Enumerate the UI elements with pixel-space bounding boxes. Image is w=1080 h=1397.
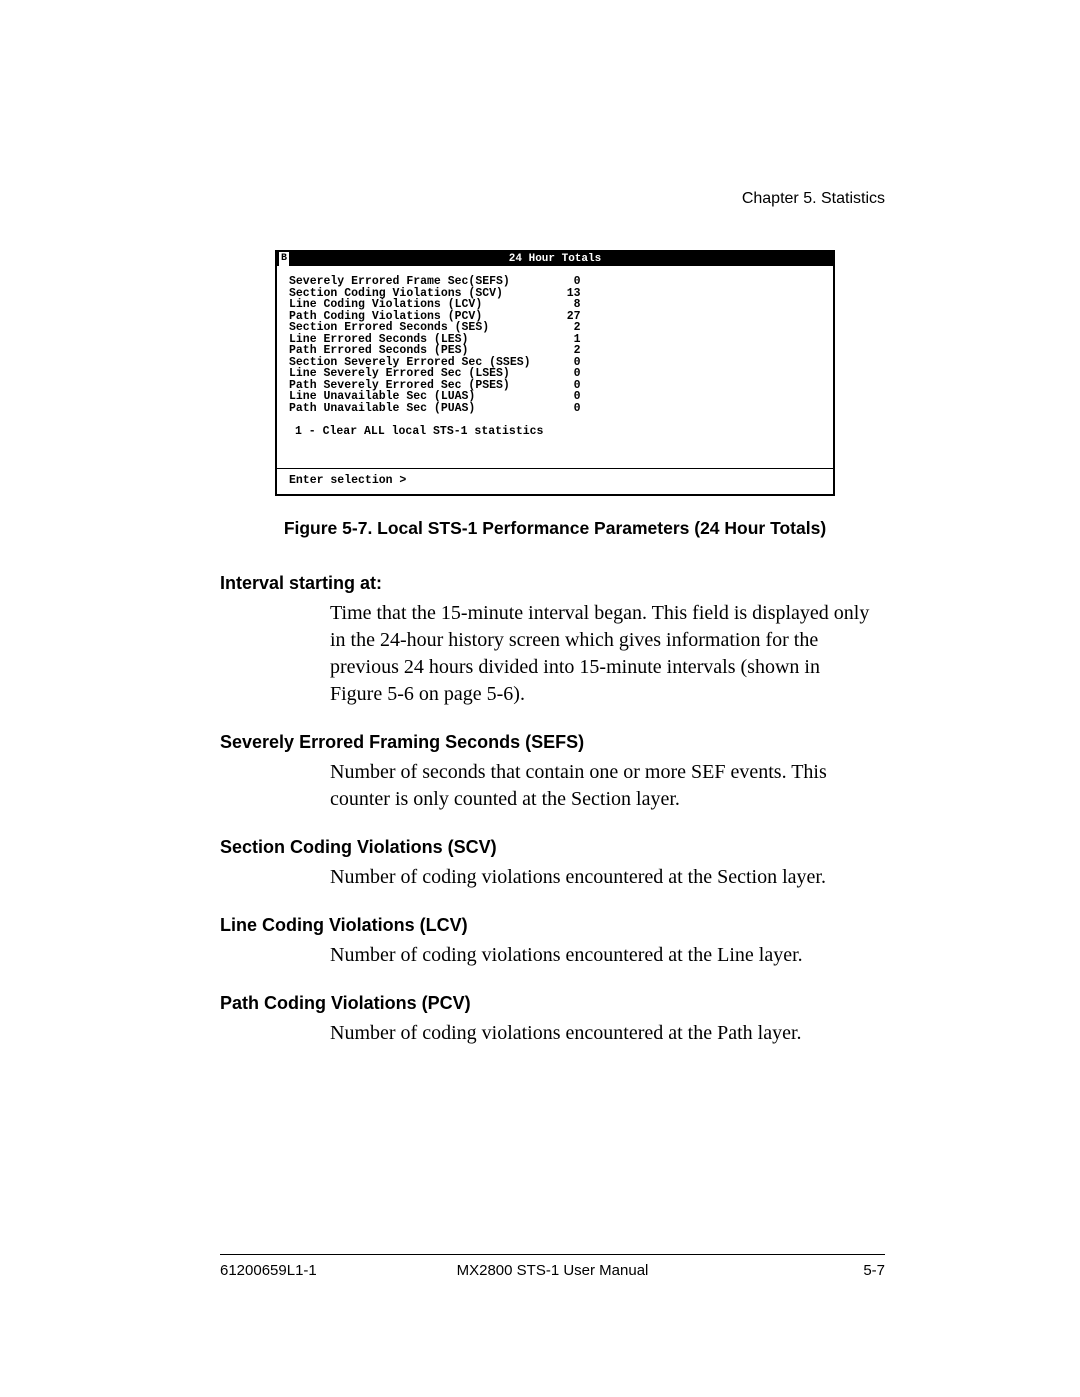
page-footer: 61200659L1-1 MX2800 STS-1 User Manual 5-… bbox=[220, 1262, 885, 1279]
stats-label: Line Severely Errored Sec (LSES) bbox=[289, 368, 531, 380]
stats-value: 8 bbox=[531, 299, 581, 311]
stats-label: Path Errored Seconds (PES) bbox=[289, 345, 531, 357]
terminal-titlebar: B 24 Hour Totals bbox=[277, 252, 833, 266]
definition-body: Time that the 15-minute interval began. … bbox=[330, 600, 870, 708]
stats-row: Path Unavailable Sec (PUAS)0 bbox=[289, 403, 581, 415]
terminal-prompt[interactable]: Enter selection > bbox=[277, 469, 833, 495]
stats-value: 2 bbox=[531, 345, 581, 357]
stats-row: Line Severely Errored Sec (LSES)0 bbox=[289, 368, 581, 380]
terminal-sysmenu-icon: B bbox=[279, 252, 289, 266]
definition-term: Line Coding Violations (LCV) bbox=[220, 915, 890, 936]
stats-label: Line Coding Violations (LCV) bbox=[289, 299, 531, 311]
stats-table: Severely Errored Frame Sec(SEFS)0Section… bbox=[289, 276, 581, 414]
page: Chapter 5. Statistics B 24 Hour Totals S… bbox=[0, 0, 1080, 1397]
figure-caption: Figure 5-7. Local STS-1 Performance Para… bbox=[275, 518, 835, 539]
terminal-window: B 24 Hour Totals Severely Errored Frame … bbox=[275, 250, 835, 496]
definition-body: Number of coding violations encountered … bbox=[330, 1020, 870, 1047]
stats-row: Line Unavailable Sec (LUAS)0 bbox=[289, 391, 581, 403]
stats-value: 0 bbox=[531, 276, 581, 288]
stats-label: Line Unavailable Sec (LUAS) bbox=[289, 391, 531, 403]
definition-body: Number of seconds that contain one or mo… bbox=[330, 759, 870, 813]
terminal-figure: B 24 Hour Totals Severely Errored Frame … bbox=[275, 250, 835, 539]
footer-doc-title: MX2800 STS-1 User Manual bbox=[457, 1262, 649, 1279]
stats-value: 0 bbox=[531, 391, 581, 403]
definition-body: Number of coding violations encountered … bbox=[330, 942, 870, 969]
stats-label: Path Unavailable Sec (PUAS) bbox=[289, 403, 531, 415]
stats-value: 2 bbox=[531, 322, 581, 334]
footer-page-number: 5-7 bbox=[863, 1262, 885, 1279]
terminal-body: Severely Errored Frame Sec(SEFS)0Section… bbox=[277, 266, 833, 469]
definition-term: Path Coding Violations (PCV) bbox=[220, 993, 890, 1014]
stats-value: 0 bbox=[531, 368, 581, 380]
stats-label: Severely Errored Frame Sec(SEFS) bbox=[289, 276, 531, 288]
footer-rule bbox=[220, 1254, 885, 1255]
stats-row: Section Errored Seconds (SES)2 bbox=[289, 322, 581, 334]
stats-row: Severely Errored Frame Sec(SEFS)0 bbox=[289, 276, 581, 288]
stats-label: Section Errored Seconds (SES) bbox=[289, 322, 531, 334]
footer-doc-number: 61200659L1-1 bbox=[220, 1262, 317, 1279]
definition-body: Number of coding violations encountered … bbox=[330, 864, 870, 891]
definition-term: Severely Errored Framing Seconds (SEFS) bbox=[220, 732, 890, 753]
stats-row: Line Coding Violations (LCV)8 bbox=[289, 299, 581, 311]
definition-term: Interval starting at: bbox=[220, 573, 890, 594]
terminal-title: 24 Hour Totals bbox=[509, 252, 601, 266]
stats-value: 0 bbox=[531, 403, 581, 415]
stats-row: Path Errored Seconds (PES)2 bbox=[289, 345, 581, 357]
definitions-list: Interval starting at: Time that the 15-mi… bbox=[220, 573, 890, 1047]
definition-term: Section Coding Violations (SCV) bbox=[220, 837, 890, 858]
chapter-header: Chapter 5. Statistics bbox=[742, 190, 885, 208]
menu-option-clear-stats[interactable]: 1 - Clear ALL local STS-1 statistics bbox=[289, 426, 825, 438]
